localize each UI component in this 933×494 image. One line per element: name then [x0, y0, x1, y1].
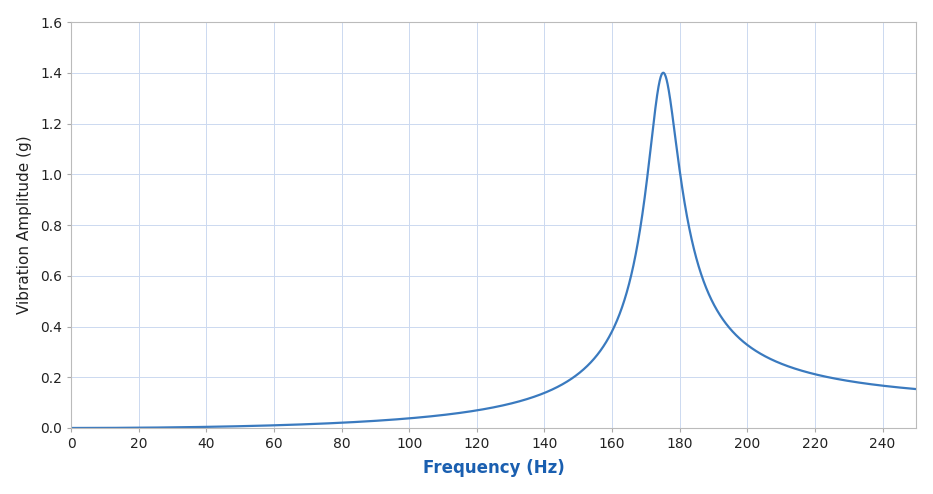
X-axis label: Frequency (Hz): Frequency (Hz)	[423, 459, 564, 477]
Y-axis label: Vibration Amplitude (g): Vibration Amplitude (g)	[17, 136, 32, 314]
